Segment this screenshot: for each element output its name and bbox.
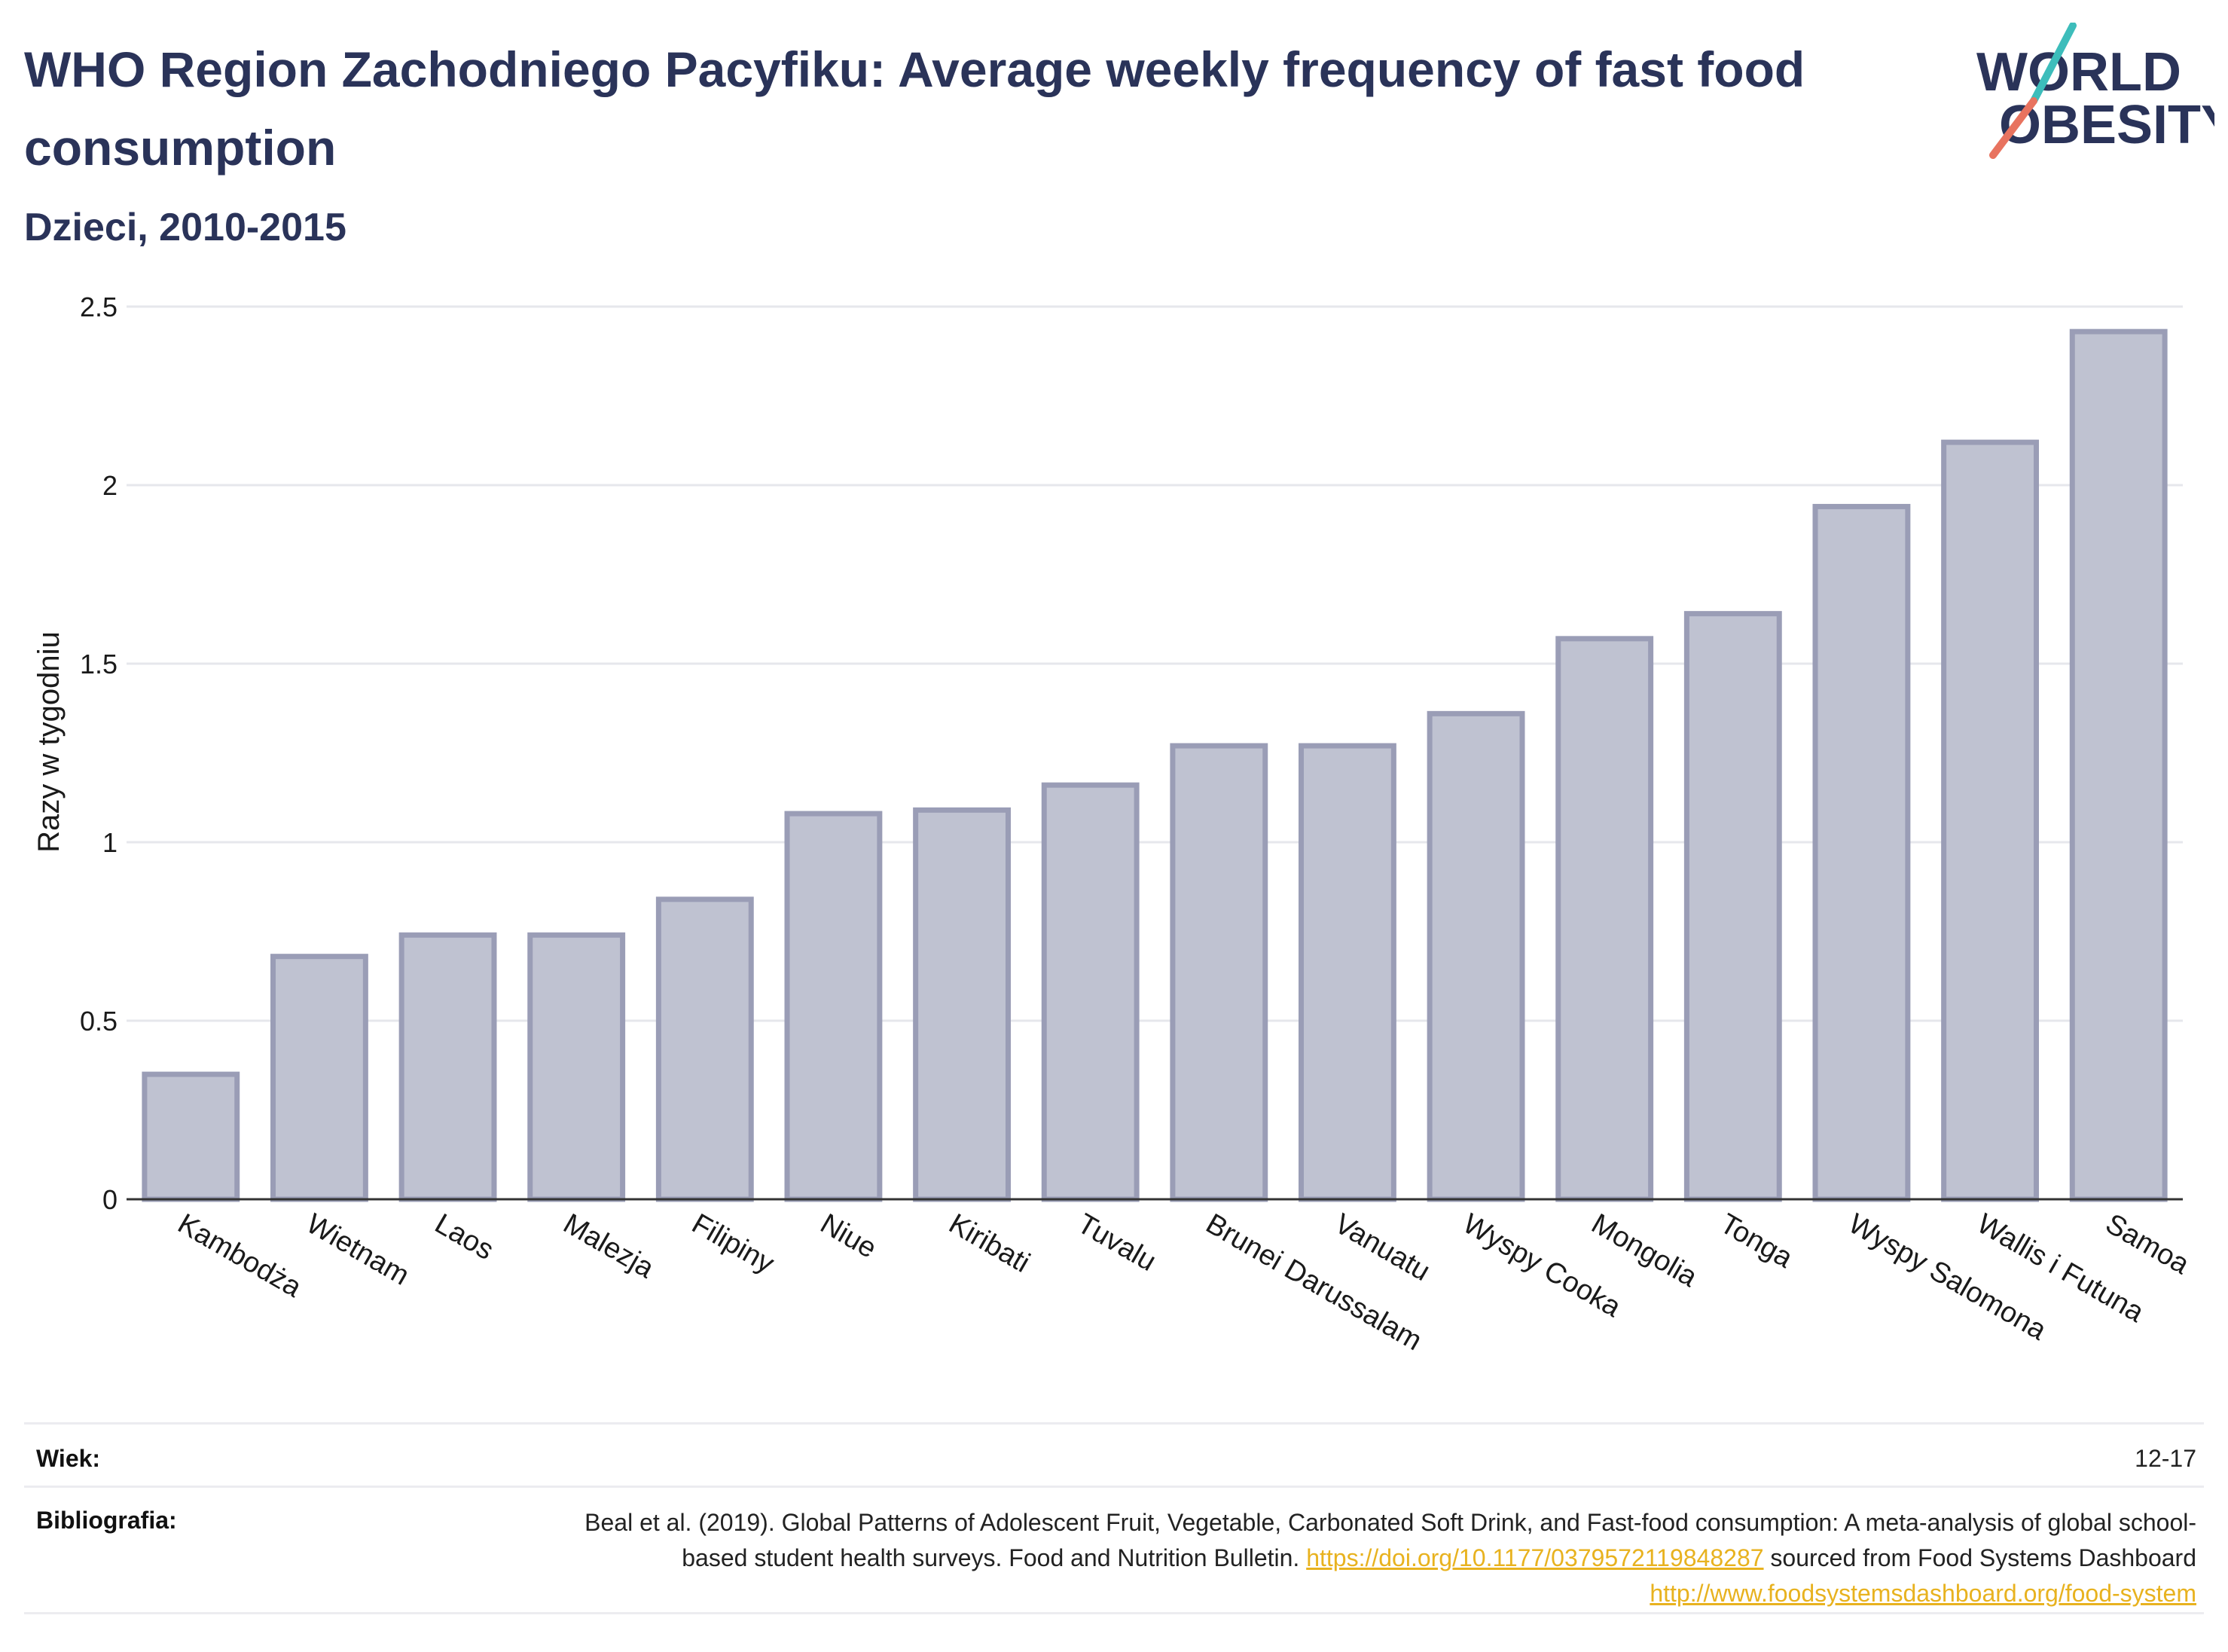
bar-14 bbox=[1941, 439, 2039, 1202]
bibliography-source: sourced from Food Systems Dashboard bbox=[1770, 1544, 2196, 1571]
y-tick-label: 0.5 bbox=[80, 1006, 118, 1037]
bibliography-text: Beal et al. (2019). Global Patterns of A… bbox=[539, 1505, 2196, 1611]
x-tick-label: Kiribati bbox=[944, 1208, 1036, 1278]
x-tick-label: Malezja bbox=[558, 1208, 660, 1284]
bar-10 bbox=[1427, 710, 1525, 1202]
bar-11 bbox=[1555, 636, 1654, 1202]
x-tick-label: Tonga bbox=[1714, 1208, 1798, 1275]
bibliography-label: Bibliografia: bbox=[36, 1507, 177, 1534]
footer-divider-top bbox=[24, 1422, 2204, 1425]
y-tick-label: 1 bbox=[102, 827, 118, 858]
x-tick-label: Wietnam bbox=[301, 1208, 414, 1291]
footer-divider-bottom bbox=[24, 1612, 2204, 1614]
logo-slash-coral bbox=[1989, 97, 2037, 159]
logo-slash-teal bbox=[2030, 23, 2077, 105]
bibliography-citation: Beal et al. (2019). Global Patterns of A… bbox=[584, 1509, 2196, 1571]
x-tick-label: Mongolia bbox=[1586, 1208, 1703, 1293]
chart-subtitle: Dzieci, 2010-2015 bbox=[24, 206, 346, 249]
bar-0 bbox=[142, 1071, 240, 1202]
y-tick-label: 1.5 bbox=[80, 649, 118, 679]
y-axis-label: Razy w tygodniu bbox=[32, 631, 66, 852]
x-tick-label: Samoa bbox=[2100, 1208, 2195, 1281]
y-tick-label: 2.5 bbox=[80, 292, 118, 322]
x-tick-label: Kambodża bbox=[172, 1208, 307, 1304]
bar-5 bbox=[784, 811, 883, 1202]
bar-2 bbox=[398, 932, 497, 1202]
bar-3 bbox=[527, 932, 626, 1202]
bar-8 bbox=[1170, 743, 1268, 1202]
bar-9 bbox=[1299, 743, 1396, 1202]
bar-15 bbox=[2069, 328, 2168, 1202]
bar-6 bbox=[913, 807, 1011, 1202]
x-tick-label: Niue bbox=[815, 1208, 882, 1264]
food-systems-link[interactable]: http://www.foodsystemsdashboard.org/food… bbox=[1650, 1580, 2196, 1607]
bar-12 bbox=[1683, 611, 1782, 1202]
age-label: Wiek: bbox=[36, 1445, 101, 1472]
x-tick-label: Filipiny bbox=[686, 1208, 779, 1279]
y-tick-label: 2 bbox=[102, 470, 118, 501]
bar-4 bbox=[655, 896, 754, 1202]
world-obesity-logo: WORLD OBESITY bbox=[1976, 23, 2214, 159]
bar-7 bbox=[1041, 782, 1140, 1202]
y-tick-label: 0 bbox=[102, 1184, 118, 1215]
x-tick-label: Vanuatu bbox=[1329, 1208, 1435, 1287]
doi-link[interactable]: https://doi.org/10.1177/0379572119848287 bbox=[1306, 1544, 1764, 1571]
footer-divider-mid bbox=[24, 1486, 2204, 1488]
bar-13 bbox=[1812, 503, 1911, 1202]
bar-1 bbox=[270, 954, 368, 1202]
chart-title: WHO Region Zachodniego Pacyfiku: Average… bbox=[24, 41, 1805, 176]
bars bbox=[142, 328, 2168, 1202]
x-tick-label: Laos bbox=[429, 1208, 499, 1266]
x-tick-label: Brunei Darussalam bbox=[1201, 1208, 1427, 1357]
y-tick-labels: 0 0.5 1 1.5 2 2.5 bbox=[80, 292, 118, 1215]
logo-text-world: WORLD bbox=[1976, 42, 2181, 102]
x-tick-label: Tuvalu bbox=[1072, 1208, 1161, 1278]
age-value: 12-17 bbox=[2135, 1445, 2196, 1472]
